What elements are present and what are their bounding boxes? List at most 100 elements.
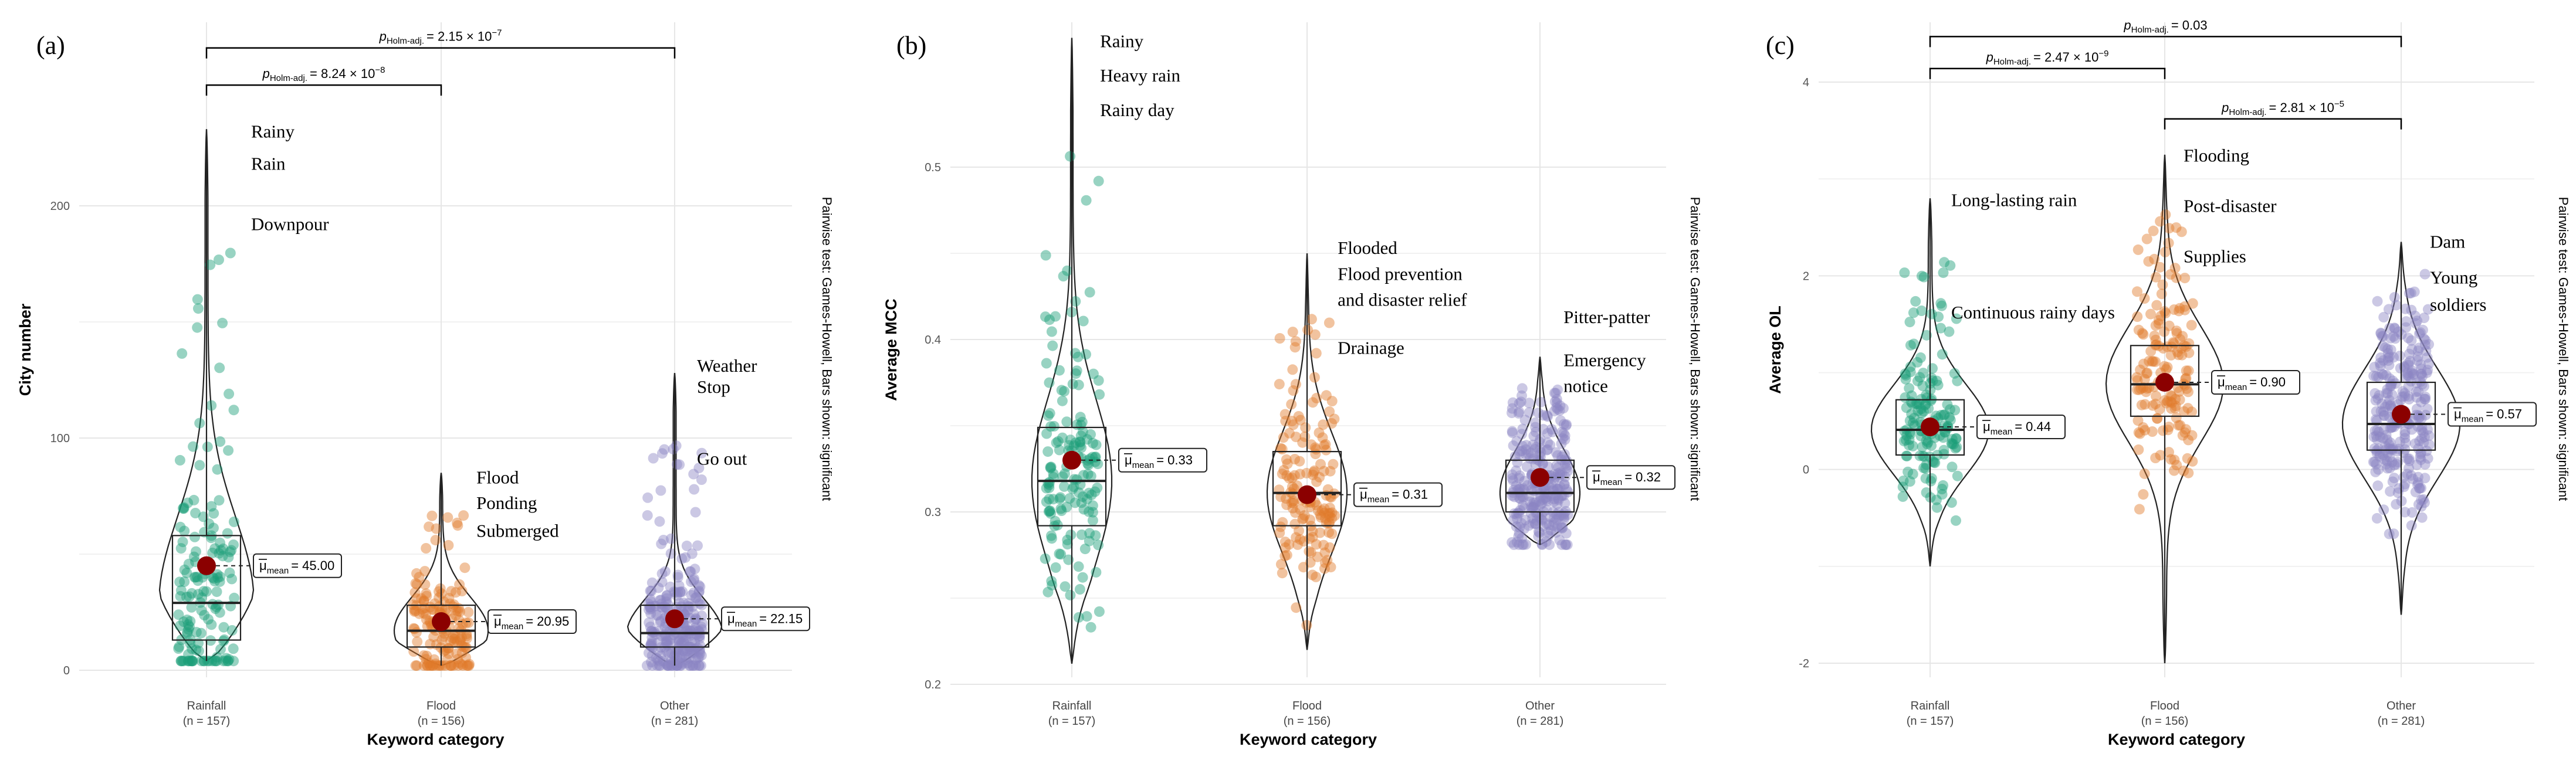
data-point bbox=[2385, 486, 2396, 497]
data-point bbox=[2384, 323, 2395, 334]
data-point bbox=[1908, 413, 1920, 423]
data-point bbox=[1300, 422, 1311, 433]
data-point bbox=[1281, 499, 1292, 510]
data-point bbox=[661, 636, 672, 647]
data-point bbox=[174, 454, 185, 466]
data-point bbox=[178, 656, 189, 667]
data-point bbox=[1326, 513, 1338, 524]
data-point bbox=[224, 567, 235, 578]
data-point bbox=[1295, 415, 1306, 426]
data-point bbox=[1920, 399, 1931, 410]
data-point bbox=[428, 604, 439, 615]
data-point bbox=[1514, 398, 1525, 409]
data-point bbox=[652, 654, 664, 665]
data-point bbox=[1087, 515, 1098, 526]
data-point bbox=[2423, 358, 2435, 369]
data-point bbox=[1059, 581, 1071, 592]
data-point bbox=[2154, 404, 2165, 415]
data-point bbox=[2176, 226, 2187, 237]
mean-marker bbox=[1062, 450, 1081, 470]
data-point bbox=[1041, 483, 1052, 494]
data-point bbox=[1307, 531, 1318, 542]
data-point bbox=[2418, 381, 2429, 392]
data-point bbox=[2384, 528, 2395, 539]
mean-label-text: μmean = 45.00 bbox=[259, 558, 334, 576]
data-point bbox=[2161, 398, 2172, 409]
data-point bbox=[215, 537, 226, 548]
data-point bbox=[445, 598, 456, 609]
data-point bbox=[1052, 436, 1064, 447]
data-point bbox=[686, 647, 697, 659]
data-point bbox=[218, 636, 229, 647]
data-point bbox=[1545, 511, 1556, 522]
data-point bbox=[2166, 341, 2177, 352]
data-point bbox=[663, 647, 674, 659]
data-point bbox=[1529, 500, 1540, 511]
data-point bbox=[410, 578, 421, 589]
data-point bbox=[1313, 505, 1323, 516]
x-tick-n-label: (n = 281) bbox=[651, 715, 699, 728]
data-point bbox=[2174, 303, 2185, 314]
data-point bbox=[675, 586, 686, 598]
data-point bbox=[2385, 422, 2396, 433]
data-point bbox=[1552, 403, 1563, 415]
data-point bbox=[209, 656, 220, 667]
data-point bbox=[2420, 409, 2431, 420]
data-point bbox=[178, 503, 189, 514]
data-point bbox=[1938, 409, 1949, 420]
data-point bbox=[1562, 460, 1573, 471]
data-point bbox=[2150, 320, 2161, 331]
data-point bbox=[1298, 513, 1309, 524]
data-point bbox=[185, 656, 195, 667]
data-point bbox=[2145, 346, 2157, 357]
data-point bbox=[665, 581, 676, 592]
data-point bbox=[1931, 494, 1942, 505]
data-point bbox=[659, 601, 671, 612]
data-point bbox=[1284, 473, 1295, 484]
data-point bbox=[2387, 457, 2398, 467]
data-point bbox=[2419, 393, 2430, 405]
data-point bbox=[1920, 400, 1931, 410]
data-point bbox=[1527, 518, 1538, 529]
data-point bbox=[2181, 365, 2192, 376]
data-point bbox=[1077, 491, 1088, 503]
data-point bbox=[2399, 433, 2411, 444]
data-point bbox=[1538, 459, 1548, 470]
data-point bbox=[2134, 384, 2145, 395]
data-point bbox=[427, 660, 438, 671]
data-point bbox=[223, 445, 234, 456]
data-point bbox=[2382, 348, 2394, 359]
data-point bbox=[214, 362, 225, 374]
data-point bbox=[1555, 467, 1566, 478]
data-point bbox=[690, 654, 702, 665]
data-point bbox=[662, 640, 673, 651]
data-point bbox=[2181, 424, 2192, 435]
data-point bbox=[1508, 440, 1519, 451]
data-point bbox=[2184, 338, 2195, 349]
keyword-annotation: Young bbox=[2430, 267, 2477, 288]
data-point bbox=[2147, 400, 2158, 411]
data-point bbox=[1559, 454, 1570, 465]
data-point bbox=[192, 294, 203, 305]
data-point bbox=[2382, 384, 2393, 395]
data-point bbox=[664, 660, 675, 671]
data-point bbox=[1308, 467, 1319, 478]
data-point bbox=[656, 448, 668, 459]
data-point bbox=[661, 646, 672, 657]
bracket-label: pHolm-adj. = 8.24 × 10−8 bbox=[262, 65, 385, 83]
data-point bbox=[2179, 427, 2191, 438]
data-point bbox=[645, 621, 656, 632]
data-point bbox=[186, 588, 197, 599]
data-point bbox=[1561, 419, 1572, 430]
x-tick-n-label: (n = 281) bbox=[2378, 715, 2425, 728]
data-point bbox=[2140, 425, 2151, 436]
data-point bbox=[2139, 468, 2150, 479]
data-point bbox=[693, 596, 704, 607]
data-point bbox=[1543, 520, 1555, 531]
data-point bbox=[174, 576, 185, 588]
data-point bbox=[2176, 343, 2187, 354]
data-point bbox=[1549, 517, 1560, 528]
data-point bbox=[643, 598, 654, 609]
data-point bbox=[2150, 356, 2161, 367]
